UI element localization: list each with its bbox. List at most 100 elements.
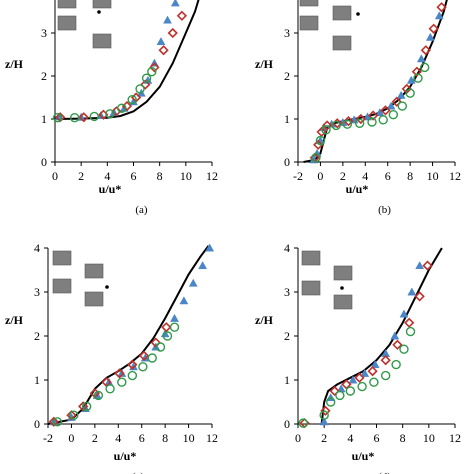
data-point-circle <box>405 88 415 98</box>
x-tick-label: -2 <box>43 431 53 445</box>
data-point-triangle <box>375 108 385 116</box>
y-tick-label: 3 <box>284 26 290 40</box>
x-tick-label: 4 <box>104 169 110 183</box>
data-point-circle <box>391 359 401 370</box>
data-point-diamond <box>149 62 160 73</box>
profile-line <box>320 247 443 425</box>
measurement-point-icon <box>105 285 109 289</box>
x-tick-label: 2 <box>321 431 327 445</box>
x-tick-label: 0 <box>52 169 58 183</box>
measurement-point-icon <box>340 286 344 290</box>
panel-caption: (d) <box>378 471 391 474</box>
x-tick-label: 12 <box>449 169 461 183</box>
building-block-icon <box>84 291 104 307</box>
y-tick-label: 1 <box>41 112 47 126</box>
y-tick-label: 1 <box>284 112 290 126</box>
data-point-circle <box>369 377 379 387</box>
data-point-circle <box>162 331 173 341</box>
data-point-circle <box>399 344 409 354</box>
data-point-circle <box>354 118 365 129</box>
y-tick-label: 2 <box>34 329 40 343</box>
x-tick-label: -2 <box>293 169 303 183</box>
data-point-triangle <box>386 101 396 110</box>
data-point-circle <box>315 135 326 146</box>
data-point-circle <box>405 326 416 337</box>
data-point-diamond <box>411 66 423 77</box>
data-point-diamond <box>313 139 324 150</box>
x-axis-label: u/u* <box>114 449 137 463</box>
x-tick-label: 0 <box>317 169 323 183</box>
data-point-circle <box>147 66 157 77</box>
data-point-circle <box>135 84 145 94</box>
data-point-diamond <box>150 337 161 348</box>
x-tick-label: 10 <box>183 431 195 445</box>
y-tick-label: 3 <box>34 285 40 299</box>
data-point-triangle <box>407 287 417 296</box>
data-point-triangle <box>396 90 406 99</box>
y-axis-label: z/H <box>5 57 24 71</box>
data-point-triangle <box>188 278 198 287</box>
data-point-circle <box>413 73 423 83</box>
x-tick-label: 6 <box>131 169 137 183</box>
data-point-circle <box>81 401 92 412</box>
x-axis-label: u/u* <box>352 449 375 463</box>
y-tick-label: 0 <box>284 155 290 169</box>
y-axis-label: z/H <box>255 313 274 327</box>
data-point-diamond <box>167 27 178 39</box>
data-point-triangle <box>425 32 435 41</box>
data-point-diamond <box>320 405 331 416</box>
building-block-icon <box>84 263 104 279</box>
building-block-icon <box>57 0 77 9</box>
y-tick-label: 2 <box>41 69 47 83</box>
y-tick-label: 3 <box>284 285 290 299</box>
building-block-icon <box>57 15 77 31</box>
data-point-diamond <box>140 79 151 90</box>
data-point-triangle <box>434 11 444 20</box>
data-point-diamond <box>380 105 391 116</box>
data-point-diamond <box>420 45 431 56</box>
data-point-diamond <box>316 126 327 138</box>
data-point-circle <box>388 109 399 120</box>
data-point-triangle <box>163 15 172 24</box>
y-axis-label: z/H <box>5 313 24 327</box>
data-point-triangle <box>406 75 416 84</box>
data-point-diamond <box>392 339 403 350</box>
data-point-diamond <box>414 291 425 302</box>
x-tick-label: 6 <box>385 169 391 183</box>
profile-line <box>47 245 210 425</box>
data-point-circle <box>380 370 391 381</box>
data-point-diamond <box>127 359 138 370</box>
data-point-diamond <box>161 322 172 333</box>
data-point-triangle <box>360 368 370 377</box>
data-point-circle <box>138 362 148 372</box>
x-tick-label: 4 <box>347 431 353 445</box>
data-point-triangle <box>156 37 166 46</box>
data-point-circle <box>321 125 331 135</box>
data-point-triangle <box>415 261 425 270</box>
data-point-circle <box>117 377 127 387</box>
data-point-circle <box>93 390 104 401</box>
data-point-diamond <box>48 416 59 427</box>
data-point-circle <box>127 370 138 381</box>
data-point-diamond <box>391 96 402 107</box>
building-block-icon <box>52 278 72 294</box>
y-tick-label: 1 <box>34 373 40 387</box>
data-point-diamond <box>341 379 352 390</box>
building-block-icon <box>52 250 72 266</box>
data-point-diamond <box>329 385 340 397</box>
x-axis-label: u/u* <box>99 182 122 196</box>
x-tick-label: 8 <box>407 169 413 183</box>
data-point-diamond <box>428 23 439 34</box>
data-point-circle <box>52 417 63 427</box>
data-point-circle <box>89 111 99 122</box>
data-point-circle <box>397 101 407 111</box>
x-axis-label: u/u* <box>346 182 369 196</box>
data-point-triangle <box>370 360 380 369</box>
data-point-triangle <box>179 296 189 305</box>
data-point-circle <box>378 115 388 125</box>
data-point-circle <box>127 94 137 105</box>
data-point-circle <box>169 322 180 332</box>
data-point-circle <box>342 119 353 129</box>
